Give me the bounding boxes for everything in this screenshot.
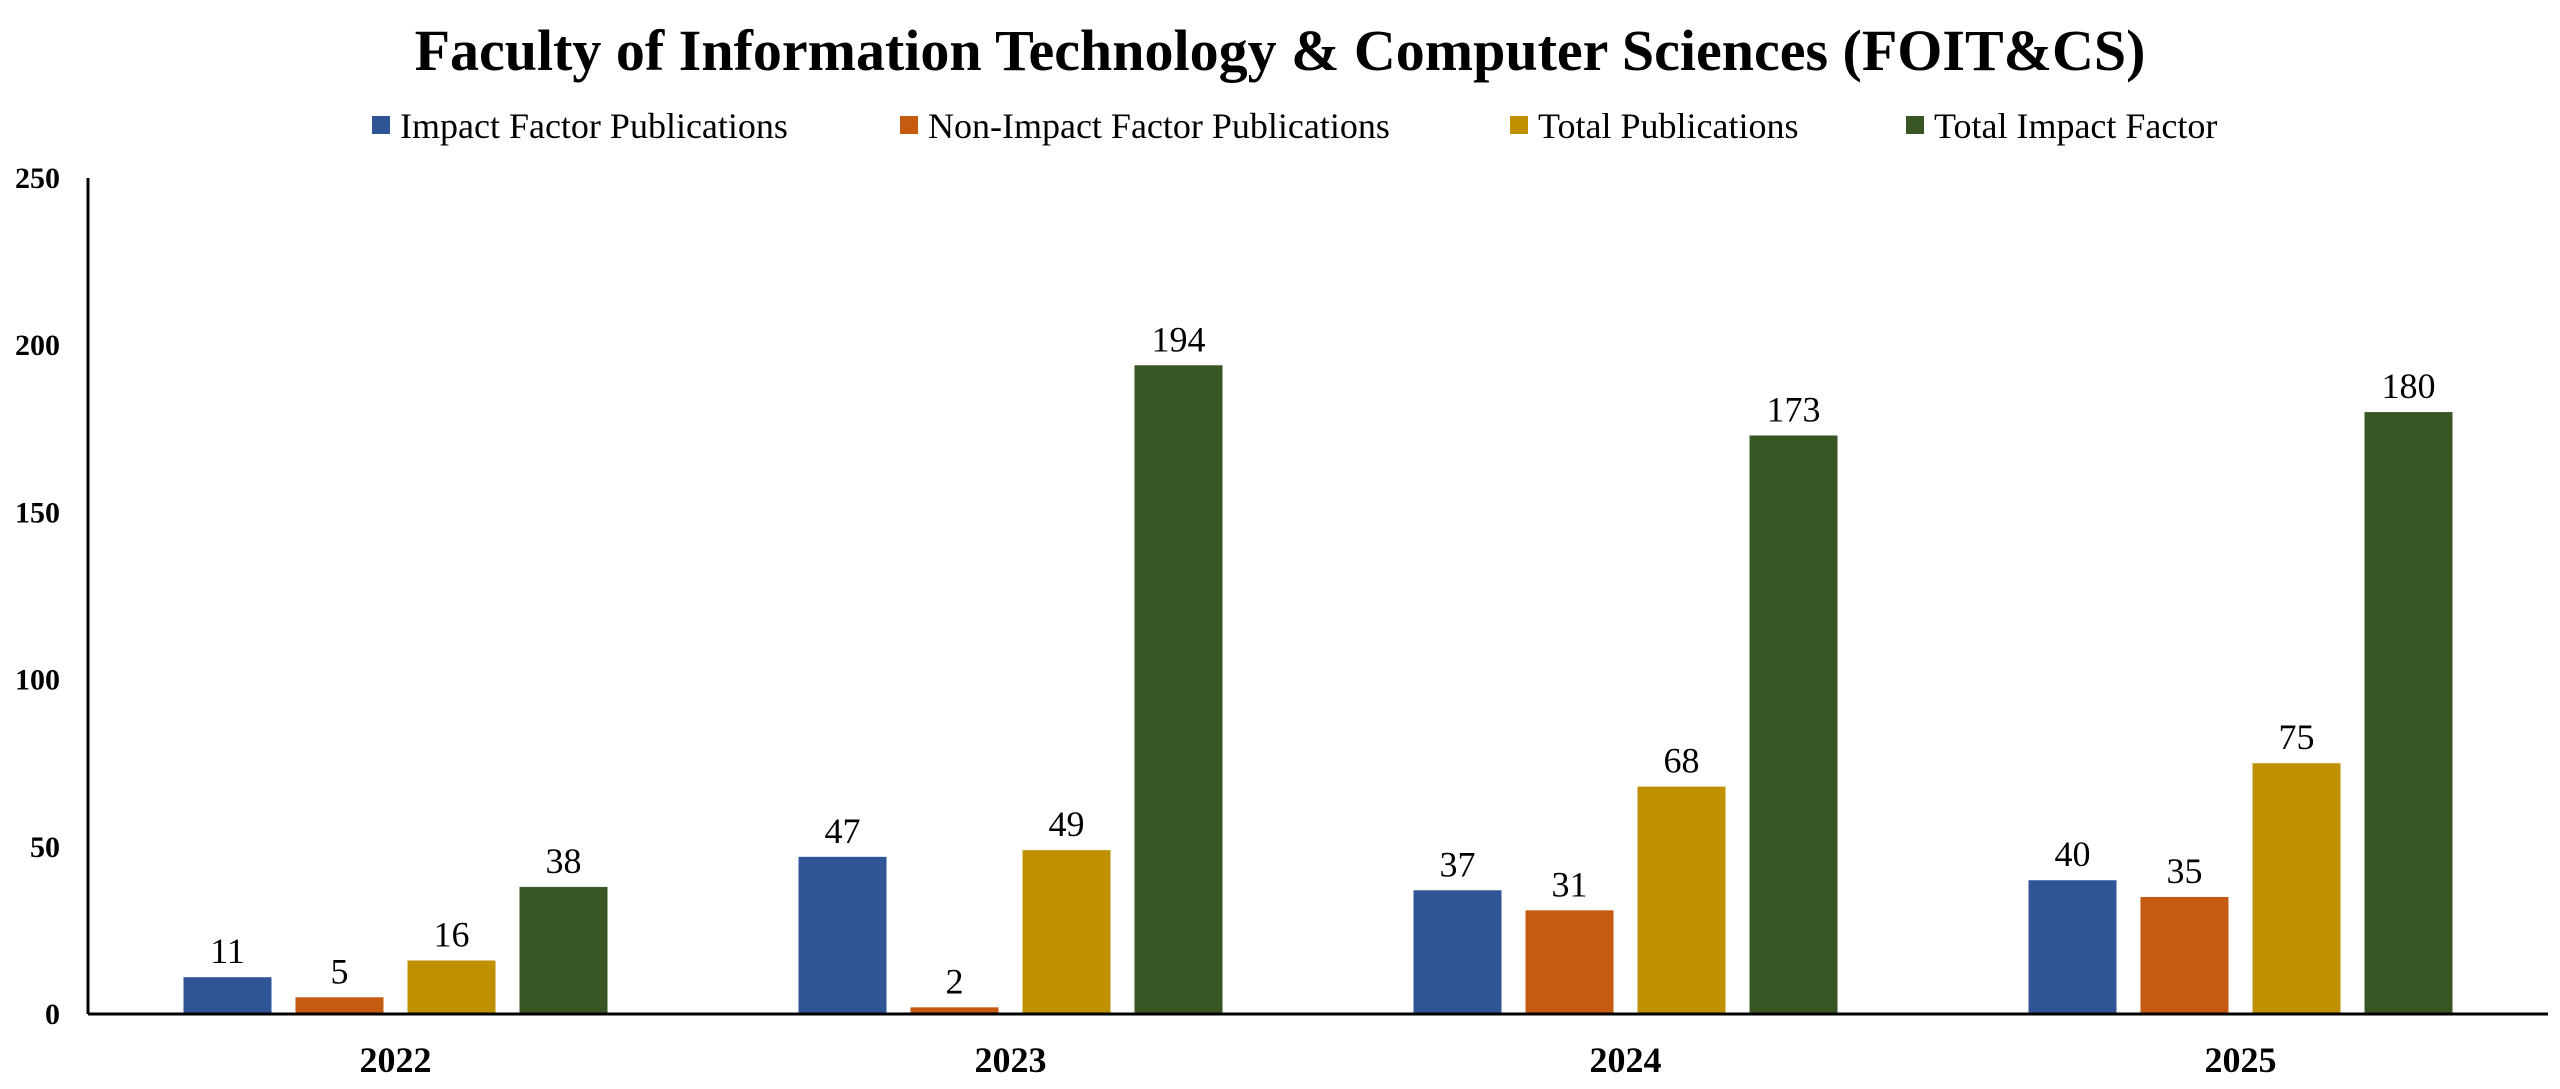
bar: [2028, 880, 2117, 1014]
legend-swatch: [900, 116, 918, 134]
legend-swatch: [1906, 116, 1924, 134]
bar-value-label: 5: [331, 951, 349, 991]
bar-value-label: 35: [2167, 851, 2203, 891]
bar: [1022, 850, 1111, 1014]
bar-value-label: 16: [434, 914, 470, 954]
legend-label: Impact Factor Publications: [400, 106, 788, 146]
legend: Impact Factor Publications Non-Impact Fac…: [372, 106, 2217, 146]
bar: [2252, 763, 2341, 1014]
legend-swatch: [372, 116, 390, 134]
bar: [295, 997, 384, 1014]
bar-value-label: 68: [1664, 741, 1700, 781]
y-tick-label: 50: [30, 831, 60, 864]
legend-item: Total Publications: [1510, 106, 1798, 146]
legend-label: Total Publications: [1538, 106, 1798, 146]
y-tick-label: 0: [45, 998, 60, 1031]
bar-labels: 11 5 16 38 47 2 49 194 37 31 68 173 40 35 75 180: [210, 319, 2435, 1001]
bar: [519, 886, 608, 1014]
y-tick-label: 100: [15, 664, 60, 697]
bar: [183, 977, 272, 1014]
bar-value-label: 180: [2382, 366, 2436, 406]
bar: [1749, 435, 1838, 1014]
bar: [1413, 890, 1502, 1014]
y-tick-label: 250: [15, 162, 60, 195]
x-tick-label: 2023: [975, 1040, 1047, 1080]
bar: [1637, 786, 1726, 1014]
legend-item: Non-Impact Factor Publications: [900, 106, 1390, 146]
bar-value-label: 40: [2055, 834, 2091, 874]
legend-item: Total Impact Factor: [1906, 106, 2217, 146]
bar-value-label: 47: [825, 811, 861, 851]
bar: [798, 856, 887, 1014]
bar: [2364, 412, 2453, 1015]
bar-value-label: 194: [1152, 319, 1206, 359]
y-axis: 0 50 100 150 200 250: [15, 162, 90, 1031]
bar-value-label: 38: [546, 841, 582, 881]
chart-title: Faculty of Information Technology & Comp…: [415, 18, 2146, 83]
legend-item: Impact Factor Publications: [372, 106, 788, 146]
bar: [910, 1007, 999, 1014]
bar: [407, 960, 496, 1014]
bar-value-label: 11: [210, 931, 245, 971]
legend-swatch: [1510, 116, 1528, 134]
bar-value-label: 75: [2279, 717, 2315, 757]
x-tick-label: 2022: [360, 1040, 432, 1080]
legend-label: Total Impact Factor: [1934, 106, 2217, 146]
bar: [2140, 896, 2229, 1014]
y-tick-label: 200: [15, 329, 60, 362]
x-tick-label: 2024: [1590, 1040, 1662, 1080]
bar-value-label: 2: [946, 961, 964, 1001]
bars: [183, 365, 2453, 1015]
bar-value-label: 37: [1440, 844, 1476, 884]
legend-label: Non-Impact Factor Publications: [928, 106, 1390, 146]
bar-value-label: 31: [1552, 864, 1588, 904]
bar: [1525, 910, 1614, 1014]
x-axis: 2022 2023 2024 2025: [88, 1012, 2548, 1080]
bar-value-label: 49: [1049, 804, 1085, 844]
bar-value-label: 173: [1767, 389, 1821, 429]
x-tick-label: 2025: [2205, 1040, 2277, 1080]
y-tick-label: 150: [15, 496, 60, 529]
bar: [1134, 365, 1223, 1014]
